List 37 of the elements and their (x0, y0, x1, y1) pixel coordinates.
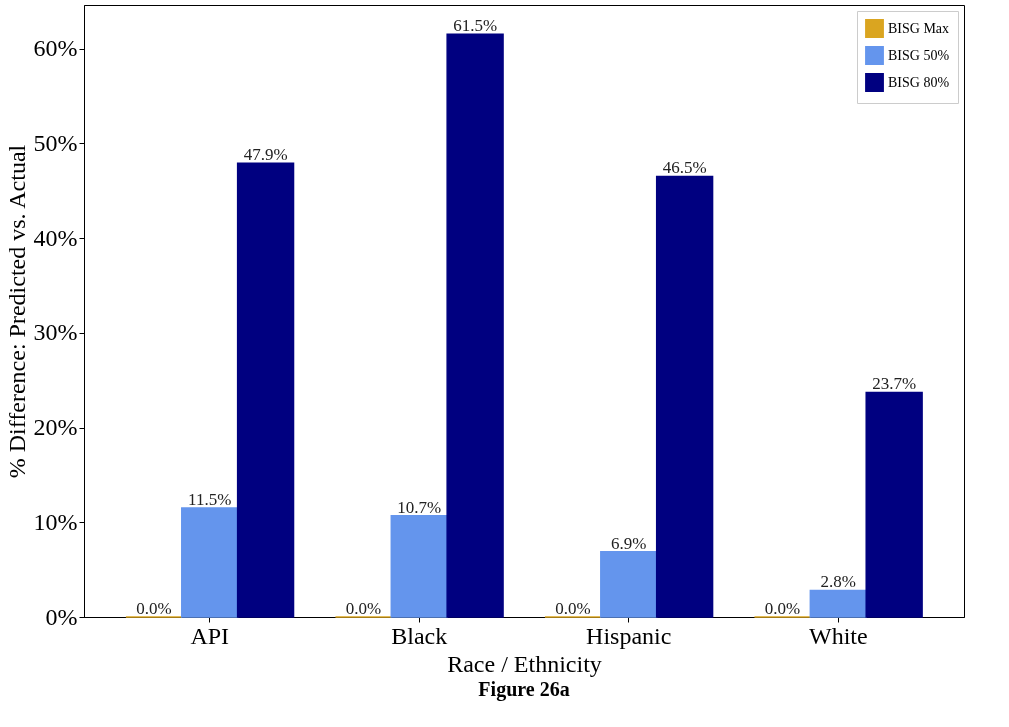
x-tick-label: Hispanic (586, 622, 672, 649)
y-tick-label: 60% (33, 35, 78, 62)
y-tick-label: 40% (33, 224, 78, 251)
data-label: 0.0% (764, 599, 801, 618)
y-tick-label: 20% (33, 414, 78, 441)
data-label: 61.5% (453, 16, 498, 36)
data-label: 11.5% (188, 490, 232, 510)
data-label: 46.5% (662, 158, 707, 178)
data-label: 10.7% (397, 497, 442, 517)
legend-label: BISG Max (888, 20, 950, 36)
x-axis-title: Race / Ethnicity (447, 650, 602, 677)
bar (390, 514, 448, 618)
bar (865, 391, 923, 618)
data-label: 2.8% (820, 572, 856, 592)
y-tick-label: 10% (33, 508, 78, 535)
y-tick-label: 0% (45, 603, 78, 630)
bar (236, 162, 295, 618)
legend-label: BISG 50% (888, 47, 950, 63)
bar (809, 589, 867, 618)
x-tick-label: Black (391, 622, 448, 649)
data-label: 23.7% (872, 374, 917, 394)
data-label: 0.0% (136, 599, 172, 618)
x-tick-label: White (808, 622, 868, 649)
bar (600, 550, 658, 618)
bar (181, 507, 239, 618)
data-label: 0.0% (555, 599, 591, 618)
data-label: 6.9% (611, 533, 647, 553)
data-label: 47.9% (243, 145, 288, 165)
text: Figure 26a (478, 678, 570, 701)
bar (446, 33, 504, 618)
x-tick-label: API (190, 622, 230, 649)
bar (655, 175, 714, 618)
y-tick-label: 50% (33, 129, 78, 156)
legend-label: BISG 80% (888, 74, 950, 90)
y-axis-title: % Difference: Predicted vs. Actual (3, 144, 30, 479)
data-label: 0.0% (345, 599, 382, 618)
y-tick-label: 30% (33, 319, 78, 346)
